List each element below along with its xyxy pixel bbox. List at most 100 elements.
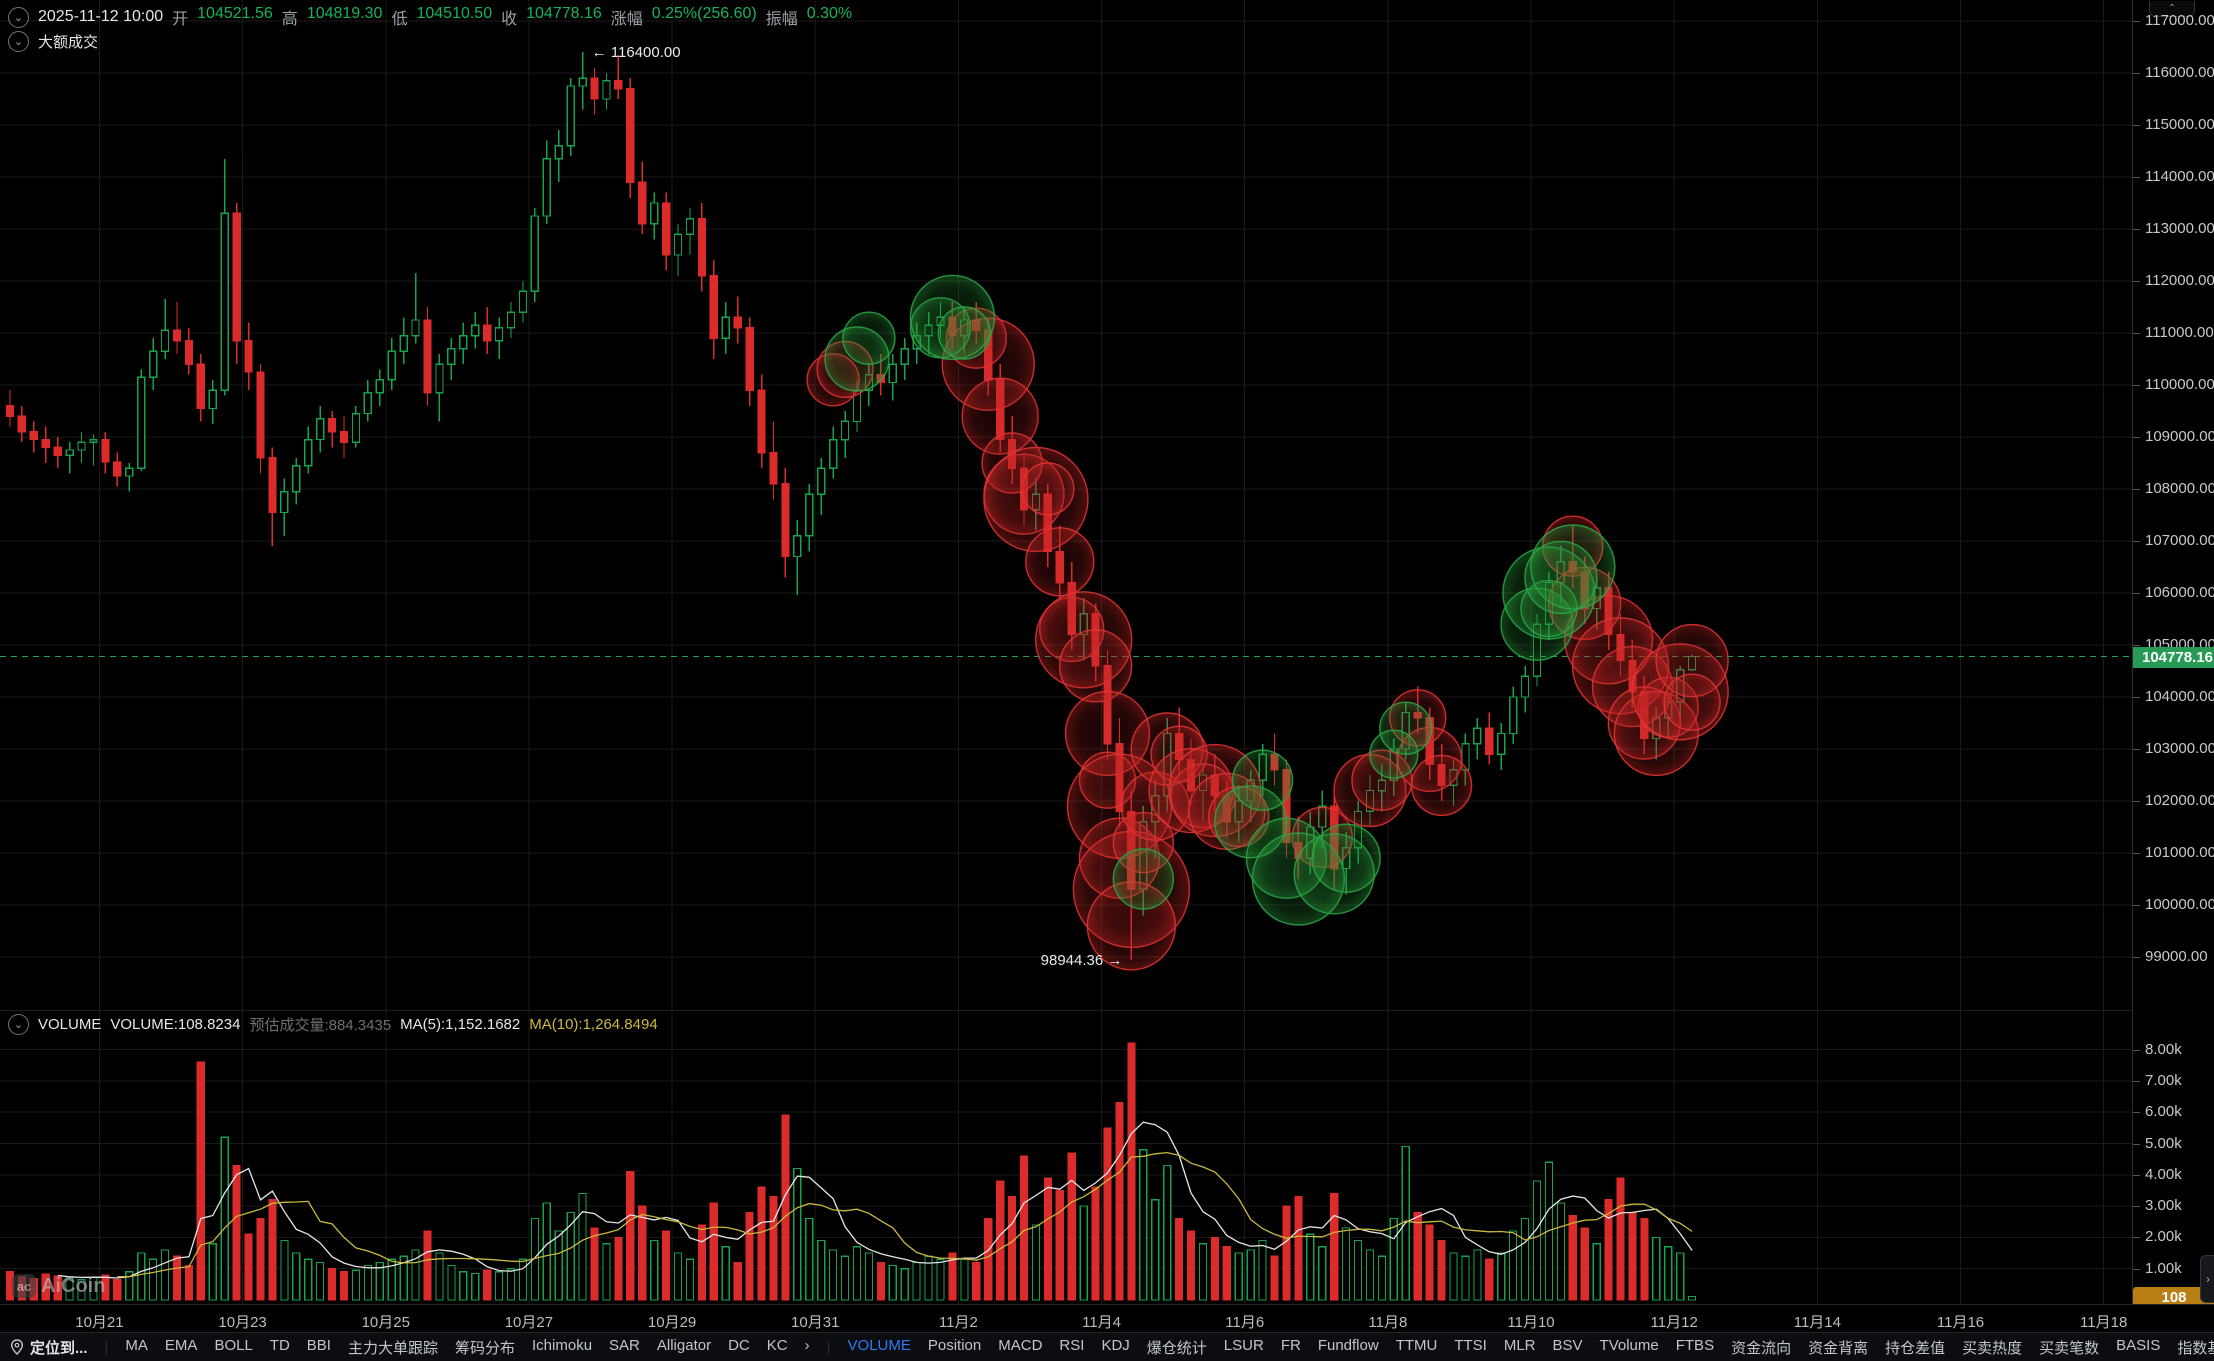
volume-bar	[1330, 1192, 1339, 1301]
indicator-kc[interactable]: KC	[766, 1336, 788, 1354]
volume-bar	[1270, 1255, 1279, 1301]
volume-bar	[471, 1272, 480, 1301]
indicator-指数基差率[interactable]: 指数基差率	[2177, 1339, 2214, 1357]
trade-bubble	[1058, 629, 1133, 703]
locate-button[interactable]: 定位到...	[10, 1337, 88, 1358]
trade-bubble	[842, 311, 896, 365]
collapse-overlay-icon[interactable]: ⌄	[8, 31, 29, 52]
indicator-bbi[interactable]: BBI	[306, 1336, 331, 1354]
volume-bar	[1186, 1230, 1196, 1301]
candle	[387, 338, 396, 391]
volume-axis-label: 4.00k	[2133, 1165, 2182, 1183]
indicator-dc[interactable]: DC	[728, 1336, 750, 1354]
indicator-ttmu[interactable]: TTMU	[1395, 1336, 1438, 1354]
volume-bar	[316, 1261, 325, 1301]
indicator-sar[interactable]: SAR	[609, 1336, 640, 1354]
indicator-ema[interactable]: EMA	[164, 1336, 198, 1354]
candle	[1508, 686, 1518, 744]
candle	[304, 426, 313, 474]
indicator-ichimoku[interactable]: Ichimoku	[532, 1336, 593, 1354]
volume-bar	[1031, 1224, 1041, 1301]
candle	[423, 307, 432, 406]
indicator-volume[interactable]: VOLUME	[847, 1336, 911, 1354]
volume-bar	[1222, 1246, 1231, 1301]
indicator-ftbs[interactable]: FTBS	[1675, 1336, 1715, 1354]
indicator-fundflow[interactable]: Fundflow	[1317, 1336, 1379, 1354]
indicator-主力大单跟踪[interactable]: 主力大单跟踪	[347, 1339, 438, 1357]
indicator-ma[interactable]: MA	[125, 1336, 148, 1354]
volume-bar	[1473, 1249, 1482, 1301]
indicator-›[interactable]: ›	[804, 1336, 810, 1354]
volume-bar	[5, 1271, 15, 1301]
volume-bar	[304, 1258, 313, 1301]
indicator-kdj[interactable]: KDJ	[1101, 1336, 1130, 1354]
volume-pane[interactable]	[0, 1010, 2132, 1304]
volume-bar	[506, 1268, 516, 1301]
indicator-资金流向[interactable]: 资金流向	[1731, 1339, 1792, 1357]
price-pane[interactable]: ← 116400.00 98944.36 →	[0, 0, 2132, 1010]
candle	[29, 421, 38, 453]
volume-bar	[1532, 1180, 1542, 1301]
indicator-alligator[interactable]: Alligator	[656, 1336, 712, 1354]
indicator-td[interactable]: TD	[269, 1336, 290, 1354]
indicator-筹码分布[interactable]: 筹码分布	[455, 1339, 516, 1357]
indicator-boll[interactable]: BOLL	[214, 1336, 253, 1354]
low-annotation: 98944.36 →	[1041, 952, 1123, 969]
volume-bar	[1413, 1211, 1422, 1301]
volume-axis-label: 3.00k	[2133, 1197, 2182, 1215]
time-axis-label: 11月10	[1507, 1314, 1555, 1331]
candle	[542, 140, 551, 224]
volume-bar	[590, 1227, 599, 1301]
candle	[41, 426, 50, 463]
indicator-tvolume[interactable]: TVolume	[1599, 1336, 1659, 1354]
indicator-position[interactable]: Position	[927, 1336, 982, 1354]
time-axis-label: 10月21	[75, 1314, 124, 1331]
indicator-买卖笔数[interactable]: 买卖笔数	[2039, 1339, 2100, 1357]
candle	[733, 296, 742, 344]
indicator-资金背离[interactable]: 资金背离	[1808, 1339, 1869, 1357]
trade-bubble	[1025, 527, 1095, 597]
volume-ma10-line	[117, 1151, 1693, 1278]
volume-axis-label: 7.00k	[2133, 1071, 2182, 1089]
volume-bar	[996, 1180, 1005, 1301]
candle	[888, 353, 897, 401]
indicator-bsv[interactable]: BSV	[1552, 1336, 1583, 1354]
price-axis-label: 100000.00	[2133, 896, 2214, 913]
panel-expander[interactable]: ›	[2200, 1255, 2214, 1303]
volume-bar	[840, 1255, 850, 1301]
time-axis[interactable]: 10月21 10月23 10月25 10月27 10月29 10月31 11月2 11月4 11…	[0, 1304, 2214, 1333]
volume-bar	[435, 1252, 444, 1301]
time-axis-label: 10月29	[647, 1314, 697, 1331]
volume-bar	[1246, 1249, 1255, 1301]
price-axis-label: 101000.00	[2133, 844, 2214, 861]
candle	[1520, 665, 1530, 713]
volume-bar	[1234, 1252, 1243, 1301]
collapse-volume-icon[interactable]: ⌄	[8, 1014, 29, 1035]
indicator-爆仓统计[interactable]: 爆仓统计	[1146, 1339, 1207, 1357]
volume-bar	[339, 1271, 349, 1301]
candle	[89, 434, 98, 466]
indicator-lsur[interactable]: LSUR	[1223, 1336, 1264, 1354]
indicator-rsi[interactable]: RSI	[1059, 1336, 1085, 1354]
volume-bar	[196, 1061, 205, 1301]
price-axis[interactable]: ⌃ 104778.16 108 117000.00 116000.00 115000…	[2132, 0, 2214, 1308]
indicator-basis[interactable]: BASIS	[2116, 1336, 2161, 1354]
indicator-mlr[interactable]: MLR	[1503, 1336, 1536, 1354]
volume-bar	[1437, 1239, 1446, 1301]
volume-bar	[101, 1274, 110, 1301]
volume-bar	[685, 1258, 695, 1301]
candle	[483, 307, 492, 354]
indicator-ttsi[interactable]: TTSI	[1454, 1336, 1487, 1354]
main-indicator-group: MA EMA BOLL TD BBI 主力大单跟踪 筹码分布 Ichimoku SAR Allig…	[125, 1337, 809, 1358]
collapse-main-pane-icon[interactable]: ⌄	[8, 6, 29, 28]
indicator-macd[interactable]: MACD	[998, 1336, 1043, 1354]
indicator-持仓差值[interactable]: 持仓差值	[1885, 1339, 1946, 1357]
candle	[602, 73, 611, 110]
volume-bar	[1449, 1252, 1458, 1301]
candle	[113, 452, 122, 487]
indicator-fr[interactable]: FR	[1280, 1336, 1301, 1354]
collapse-axis-tab[interactable]: ⌃	[2149, 1, 2195, 17]
time-axis-label: 10月31	[791, 1314, 840, 1331]
volume-bar	[769, 1196, 778, 1301]
indicator-买卖热度[interactable]: 买卖热度	[1962, 1339, 2023, 1357]
